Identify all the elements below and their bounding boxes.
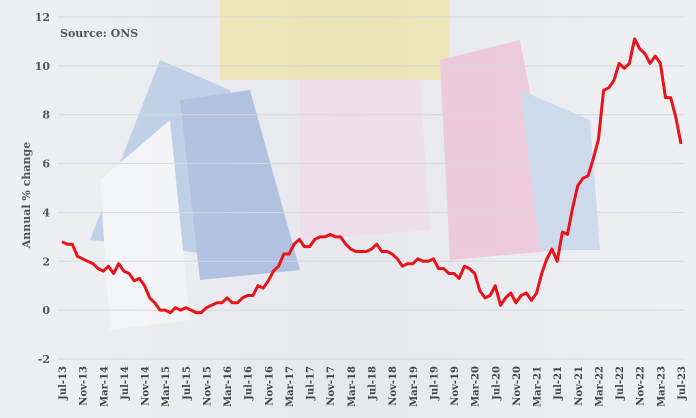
x-tick-label: Jul-14 bbox=[120, 366, 131, 401]
x-tick-label: Jul-19 bbox=[429, 366, 440, 401]
x-tick-label: Mar-23 bbox=[656, 366, 667, 407]
x-tick-label: Nov-18 bbox=[388, 366, 399, 406]
x-tick-label: Jul-15 bbox=[182, 366, 193, 401]
x-tick-label: Jul-13 bbox=[58, 366, 69, 401]
x-tick-label: Jul-18 bbox=[368, 366, 379, 401]
x-tick-label: Mar-21 bbox=[533, 366, 544, 407]
y-tick-label: 0 bbox=[42, 304, 50, 317]
x-tick-label: Mar-15 bbox=[161, 366, 172, 407]
x-tick-label: Mar-16 bbox=[223, 366, 234, 407]
x-tick-label: Nov-14 bbox=[141, 366, 152, 406]
x-tick-label: Mar-22 bbox=[594, 366, 605, 407]
y-tick-label: -2 bbox=[38, 353, 50, 366]
y-tick-label: 2 bbox=[42, 255, 50, 268]
x-tick-label: Jul-23 bbox=[677, 366, 688, 401]
x-tick-label: Jul-17 bbox=[306, 366, 317, 401]
y-tick-label: 6 bbox=[42, 158, 50, 171]
x-tick-label: Nov-19 bbox=[450, 366, 461, 406]
y-tick-label: 4 bbox=[42, 206, 50, 219]
y-tick-label: 8 bbox=[42, 109, 50, 122]
x-tick-label: Nov-13 bbox=[79, 366, 90, 406]
x-tick-label: Nov-21 bbox=[574, 366, 585, 406]
x-tick-label: Nov-22 bbox=[636, 366, 647, 406]
source-label: Source: ONS bbox=[60, 27, 138, 40]
x-tick-label: Mar-17 bbox=[285, 366, 296, 407]
x-tick-label: Nov-17 bbox=[326, 366, 337, 406]
x-tick-label: Mar-20 bbox=[471, 366, 482, 407]
x-tick-label: Jul-22 bbox=[615, 366, 626, 401]
series-line bbox=[61, 37, 683, 315]
x-tick-label: Mar-19 bbox=[409, 366, 420, 407]
y-axis-label: Annual % change bbox=[20, 142, 33, 249]
x-tick-label: Nov-16 bbox=[264, 366, 275, 406]
x-tick-label: Jul-21 bbox=[553, 366, 564, 401]
y-tick-label: 12 bbox=[35, 11, 50, 24]
x-tick-label: Mar-14 bbox=[99, 366, 110, 407]
x-tick-label: Jul-20 bbox=[491, 366, 502, 401]
x-tick-label: Nov-20 bbox=[512, 366, 523, 406]
y-tick-label: 10 bbox=[35, 60, 51, 73]
x-tick-label: Jul-16 bbox=[244, 366, 255, 401]
x-tick-label: Nov-15 bbox=[202, 366, 213, 406]
background-photo bbox=[90, 0, 600, 330]
x-tick-label: Mar-18 bbox=[347, 366, 358, 407]
